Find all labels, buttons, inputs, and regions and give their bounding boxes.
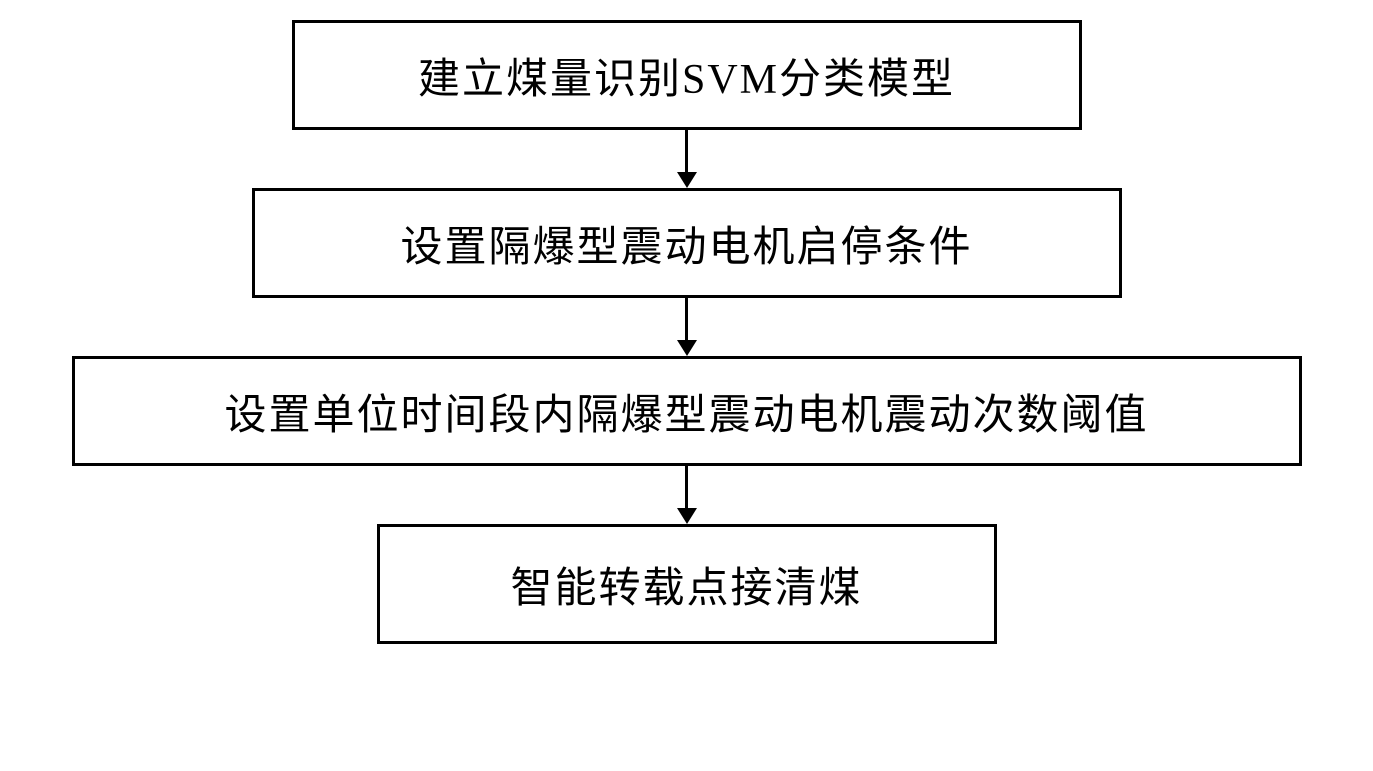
flowchart-container: 建立煤量识别SVM分类模型 设置隔爆型震动电机启停条件 设置单位时间段内隔爆型震…	[65, 20, 1308, 644]
flowchart-node-3-label: 设置单位时间段内隔爆型震动电机震动次数阈值	[224, 381, 1148, 442]
arrow-head-icon	[677, 172, 697, 188]
arrow-head-icon	[677, 340, 697, 356]
arrow-head-icon	[677, 508, 697, 524]
arrow-line	[685, 130, 688, 172]
flowchart-arrow-3	[677, 466, 697, 524]
flowchart-node-2: 设置隔爆型震动电机启停条件	[252, 188, 1122, 298]
flowchart-arrow-2	[677, 298, 697, 356]
arrow-line	[685, 466, 688, 508]
flowchart-node-1: 建立煤量识别SVM分类模型	[292, 20, 1082, 130]
flowchart-arrow-1	[677, 130, 697, 188]
flowchart-node-4: 智能转载点接清煤	[377, 524, 997, 644]
flowchart-node-4-label: 智能转载点接清煤	[510, 554, 862, 615]
flowchart-node-3: 设置单位时间段内隔爆型震动电机震动次数阈值	[72, 356, 1302, 466]
arrow-line	[685, 298, 688, 340]
flowchart-node-1-label: 建立煤量识别SVM分类模型	[418, 45, 955, 106]
flowchart-node-2-label: 设置隔爆型震动电机启停条件	[400, 213, 972, 274]
